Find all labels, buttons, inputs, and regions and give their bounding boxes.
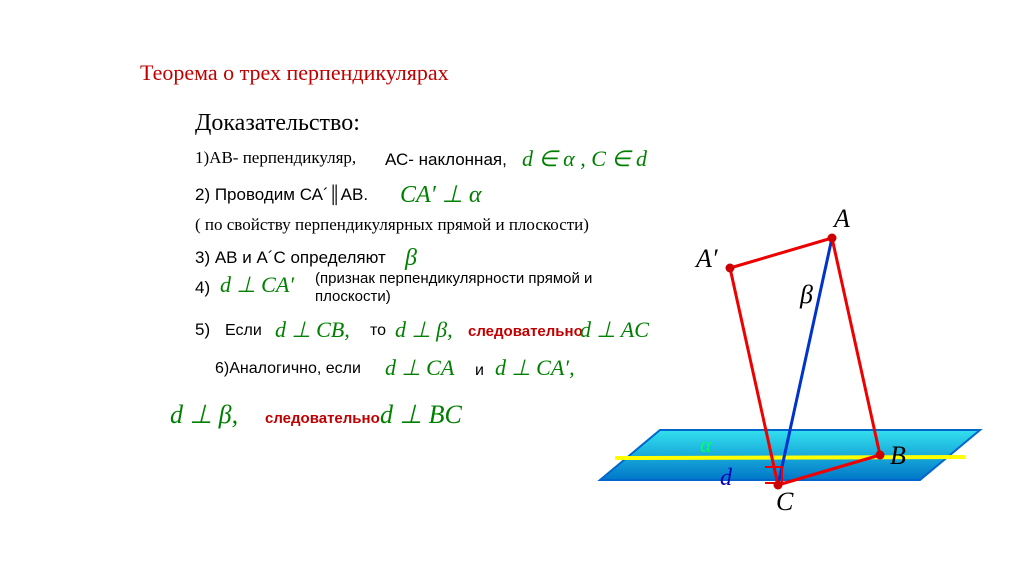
label-beta: β <box>800 280 813 310</box>
label-b: B <box>890 441 906 471</box>
label-c: C <box>776 487 793 517</box>
label-d: d <box>720 465 732 492</box>
diagram <box>0 0 1024 574</box>
label-alpha: α <box>700 432 712 458</box>
label-aprime: A′ <box>696 244 718 274</box>
label-a: A <box>834 204 850 234</box>
